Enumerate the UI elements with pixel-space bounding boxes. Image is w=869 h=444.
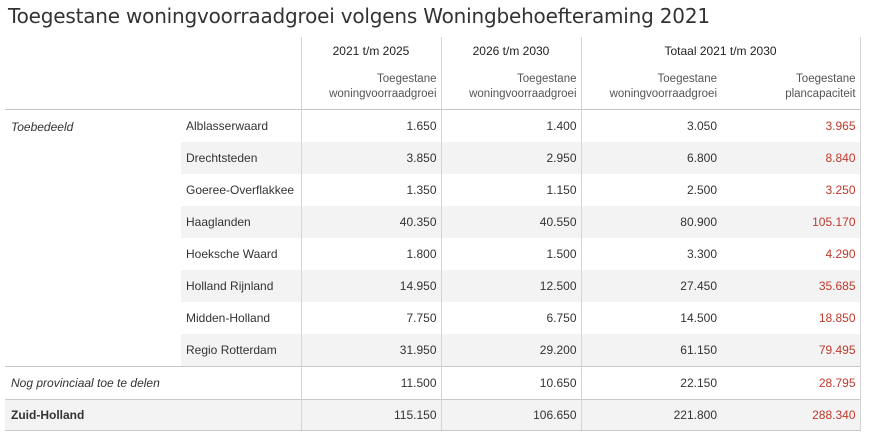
cell-value: 12.500: [440, 270, 581, 302]
cell-value: 3.850: [300, 142, 441, 174]
cell-value-highlight: 79.495: [721, 334, 861, 367]
cell-value: 221.800: [580, 399, 721, 431]
header-measure-4: Toegestane plancapaciteit: [721, 65, 861, 110]
cell-value: 1.500: [440, 238, 581, 270]
cell-value: 7.750: [300, 302, 441, 334]
region-name: Drechtsteden: [181, 142, 301, 174]
cell-value: 14.950: [300, 270, 441, 302]
cell-value: 27.450: [580, 270, 721, 302]
cell-value: 40.350: [300, 206, 441, 238]
region-name: Midden-Holland: [186, 311, 271, 325]
cell-value-highlight: 18.850: [721, 302, 861, 334]
cell-value-highlight: 35.685: [721, 270, 861, 302]
cell-value: 11.500: [300, 366, 441, 400]
header-period-2: 2026 t/m 2030: [440, 37, 581, 65]
cell-value: 3.300: [580, 238, 721, 270]
cell-value-highlight: 3.250: [721, 174, 861, 206]
cell-value: 6.750: [440, 302, 581, 334]
cell-value: 2.950: [440, 142, 581, 174]
table-row: Drechtsteden 3.850 2.950 6.800 8.840: [5, 142, 861, 174]
cell-value: 115.150: [300, 399, 441, 431]
cell-value: 40.550: [440, 206, 581, 238]
cell-value: 10.650: [440, 366, 581, 400]
cell-value-highlight: 105.170: [721, 206, 861, 238]
cell-value: 1.400: [440, 109, 581, 142]
total-label: Zuid-Holland: [5, 399, 301, 431]
cell-value-highlight: 4.290: [721, 238, 861, 270]
cell-value: 1.800: [300, 238, 441, 270]
group-label: Toebedeeld: [11, 120, 74, 134]
table-row: Regio Rotterdam 31.950 29.200 61.150 79.495: [5, 334, 861, 367]
header-measure-1: Toegestane woningvoorraadgroei: [300, 65, 441, 110]
cell-value: 2.500: [580, 174, 721, 206]
header-measure-3: Toegestane woningvoorraadgroei: [580, 65, 721, 110]
cell-value: 1.150: [440, 174, 581, 206]
cell-value: 14.500: [580, 302, 721, 334]
region-name: Alblasserwaard: [186, 119, 269, 133]
header-row-measures: Toegestane woningvoorraadgroei Toegestane…: [5, 65, 861, 110]
table-row: Haaglanden 40.350 40.550 80.900 105.170: [5, 206, 861, 238]
cell-value-highlight: 288.340: [721, 399, 861, 431]
cell-value: 80.900: [580, 206, 721, 238]
region-name: Goeree-Overflakkee: [186, 183, 295, 197]
region-name: Haaglanden: [181, 206, 301, 238]
table-row: Toebedeeld Alblasserwaard 1.650 1.400 3.050 3…: [5, 109, 861, 142]
header-measure-2: Toegestane woningvoorraadgroei: [440, 65, 581, 110]
cell-value: 29.200: [440, 334, 581, 367]
housing-growth-table: 2021 t/m 2025 2026 t/m 2030 Totaal 2021 …: [5, 37, 861, 431]
page-title: Toegestane woningvoorraadgroei volgens W…: [8, 4, 710, 28]
table-row-provincial: Nog provinciaal toe te delen 11.500 10.6…: [5, 366, 861, 400]
provincial-label: Nog provinciaal toe te delen: [5, 366, 301, 400]
cell-value-highlight: 3.965: [721, 109, 861, 142]
cell-value: 3.050: [580, 109, 721, 142]
table-row: Hoeksche Waard 1.800 1.500 3.300 4.290: [5, 238, 861, 270]
cell-value: 61.150: [580, 334, 721, 367]
table-row: Goeree-Overflakkee 1.350 1.150 2.500 3.250: [5, 174, 861, 206]
header-row-periods: 2021 t/m 2025 2026 t/m 2030 Totaal 2021 …: [5, 37, 861, 65]
region-name: Holland Rijnland: [181, 270, 301, 302]
cell-value: 31.950: [300, 334, 441, 367]
cell-value: 1.650: [300, 109, 441, 142]
cell-value: 1.350: [300, 174, 441, 206]
header-total: Totaal 2021 t/m 2030: [580, 37, 861, 65]
region-name: Regio Rotterdam: [181, 334, 301, 367]
table-row: Holland Rijnland 14.950 12.500 27.450 35.685: [5, 270, 861, 302]
region-name: Hoeksche Waard: [186, 247, 278, 261]
cell-value-highlight: 8.840: [721, 142, 861, 174]
cell-value: 22.150: [580, 366, 721, 400]
cell-value-highlight: 28.795: [721, 366, 861, 400]
header-period-1: 2021 t/m 2025: [300, 37, 441, 65]
table-row-total: Zuid-Holland 115.150 106.650 221.800 288…: [5, 399, 861, 431]
cell-value: 6.800: [580, 142, 721, 174]
cell-value: 106.650: [440, 399, 581, 431]
table-row: Midden-Holland 7.750 6.750 14.500 18.850: [5, 302, 861, 334]
